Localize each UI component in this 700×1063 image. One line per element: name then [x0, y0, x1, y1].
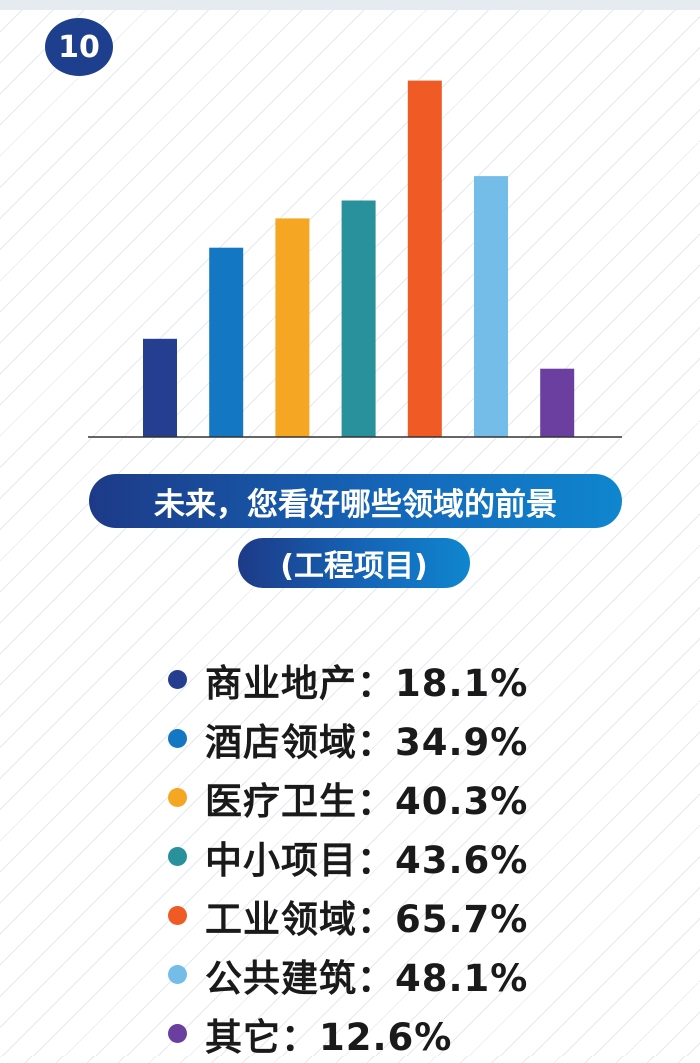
- legend-dot-icon: [168, 906, 187, 925]
- legend-separator: ：: [357, 956, 395, 1000]
- figure-number-badge: 10: [45, 18, 113, 76]
- legend-value: 48.1%: [395, 956, 529, 1000]
- legend-item: 医疗卫生：40.3%: [168, 768, 528, 827]
- legend-dot-icon: [168, 729, 187, 748]
- legend-value: 43.6%: [395, 838, 529, 882]
- figure-number: 10: [58, 29, 100, 65]
- bar-3: [275, 218, 310, 437]
- legend-dot-icon: [168, 1024, 187, 1043]
- legend-dot-icon: [168, 965, 187, 984]
- chart-title-banner: 未来，您看好哪些领域的前景: [89, 474, 622, 528]
- bar-chart: [88, 80, 622, 438]
- bar-6: [474, 176, 508, 437]
- legend-category: 商业地产: [205, 661, 357, 705]
- legend-value: 34.9%: [395, 720, 529, 764]
- legend-value: 65.7%: [395, 897, 529, 941]
- legend-separator: ：: [357, 661, 395, 705]
- bar-7: [540, 368, 575, 437]
- legend-value: 40.3%: [395, 779, 529, 823]
- legend-separator: ：: [357, 720, 395, 764]
- legend-item: 工业领域：65.7%: [168, 886, 528, 945]
- bar-5: [407, 80, 442, 437]
- legend-label: 医疗卫生：40.3%: [205, 771, 528, 825]
- legend-category: 公共建筑: [205, 956, 357, 1000]
- legend-category: 其它: [205, 1015, 281, 1059]
- legend-dot-icon: [168, 788, 187, 807]
- legend-category: 医疗卫生: [205, 779, 357, 823]
- top-bar: [0, 0, 700, 10]
- legend-category: 酒店领域: [205, 720, 357, 764]
- legend-item: 公共建筑：48.1%: [168, 945, 528, 1004]
- bar-1: [143, 338, 177, 437]
- legend-value: 12.6%: [319, 1015, 453, 1059]
- legend-label: 公共建筑：48.1%: [205, 948, 528, 1002]
- legend-item: 商业地产：18.1%: [168, 650, 528, 709]
- legend: 商业地产：18.1% 酒店领域：34.9% 医疗卫生：40.3% 中小项目：43.6%…: [168, 650, 528, 1063]
- chart-subtitle: (工程项目): [280, 549, 428, 584]
- bar-4: [341, 200, 376, 437]
- legend-label: 中小项目：43.6%: [205, 830, 528, 884]
- legend-item: 其它：12.6%: [168, 1004, 528, 1063]
- legend-item: 酒店领域：34.9%: [168, 709, 528, 768]
- bar-2: [209, 247, 244, 437]
- legend-value: 18.1%: [395, 661, 529, 705]
- chart-title: 未来，您看好哪些领域的前景: [154, 486, 557, 523]
- chart-subtitle-banner: (工程项目): [238, 538, 470, 588]
- legend-label: 工业领域：65.7%: [205, 889, 528, 943]
- legend-dot-icon: [168, 847, 187, 866]
- legend-separator: ：: [357, 779, 395, 823]
- legend-dot-icon: [168, 670, 187, 689]
- legend-category: 中小项目: [205, 838, 357, 882]
- legend-separator: ：: [357, 838, 395, 882]
- legend-separator: ：: [357, 897, 395, 941]
- legend-label: 商业地产：18.1%: [205, 653, 528, 707]
- bar-group: [143, 80, 575, 437]
- legend-category: 工业领域: [205, 897, 357, 941]
- legend-separator: ：: [281, 1015, 319, 1059]
- legend-label: 酒店领域：34.9%: [205, 712, 528, 766]
- legend-label: 其它：12.6%: [205, 1007, 452, 1061]
- legend-item: 中小项目：43.6%: [168, 827, 528, 886]
